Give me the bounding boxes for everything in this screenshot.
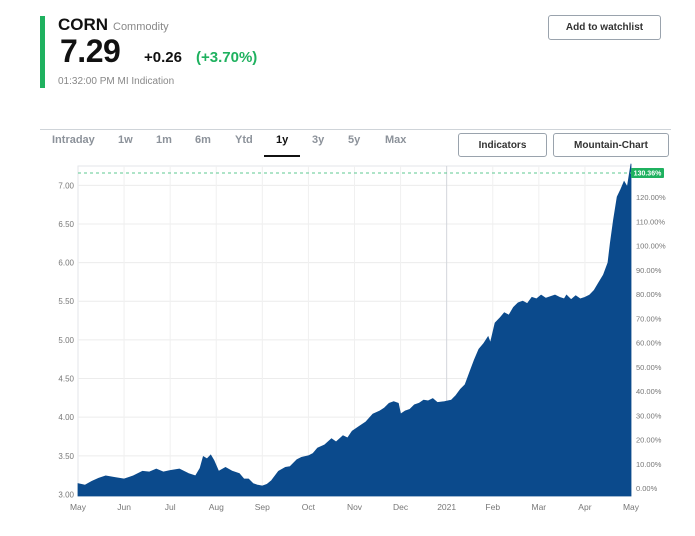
y-right-tick-label: 0.00% bbox=[636, 484, 658, 493]
tab-1y[interactable]: 1y bbox=[276, 134, 289, 146]
toolbar-divider bbox=[40, 129, 671, 130]
y-left-tick-label: 4.00 bbox=[58, 413, 74, 422]
tab-1m[interactable]: 1m bbox=[156, 134, 172, 146]
quote-timestamp: 01:32:00 PM MI Indication bbox=[58, 76, 175, 87]
last-price: 7.29 bbox=[60, 33, 121, 69]
x-tick-label: May bbox=[623, 502, 640, 512]
y-right-tick-label: 80.00% bbox=[636, 290, 662, 299]
x-tick-label: Nov bbox=[347, 502, 363, 512]
x-tick-label: Dec bbox=[393, 502, 409, 512]
active-tab-underline bbox=[264, 155, 300, 157]
x-tick-label: Jun bbox=[117, 502, 131, 512]
add-to-watchlist-button[interactable]: Add to watchlist bbox=[548, 15, 661, 40]
tab-ytd[interactable]: Ytd bbox=[235, 134, 253, 146]
y-right-tick-label: 70.00% bbox=[636, 314, 662, 323]
y-right-tick-label: 20.00% bbox=[636, 436, 662, 445]
instrument-category: Commodity bbox=[113, 21, 169, 33]
y-right-tick-label: 100.00% bbox=[636, 242, 666, 251]
y-left-tick-label: 3.50 bbox=[58, 452, 74, 461]
x-tick-label: May bbox=[70, 502, 87, 512]
y-right-tick-label: 90.00% bbox=[636, 266, 662, 275]
y-right-tick-label: 30.00% bbox=[636, 411, 662, 420]
y-left-tick-label: 6.50 bbox=[58, 220, 74, 229]
price-change-percent: (+3.70%) bbox=[196, 49, 258, 66]
x-tick-label: Mar bbox=[532, 502, 547, 512]
y-left-tick-label: 7.00 bbox=[58, 181, 74, 190]
tab-5y[interactable]: 5y bbox=[348, 134, 361, 146]
tab-intraday[interactable]: Intraday bbox=[52, 134, 95, 146]
price-change: +0.26 bbox=[144, 49, 182, 66]
y-left-tick-label: 6.00 bbox=[58, 259, 74, 268]
current-value-label: 130.36% bbox=[634, 171, 662, 178]
x-tick-label: Oct bbox=[302, 502, 316, 512]
tab-max[interactable]: Max bbox=[385, 134, 407, 146]
y-right-tick-label: 40.00% bbox=[636, 387, 662, 396]
y-right-tick-label: 60.00% bbox=[636, 339, 662, 348]
y-right-tick-label: 110.00% bbox=[636, 217, 665, 226]
indicators-button[interactable]: Indicators bbox=[458, 133, 547, 157]
x-tick-label: Aug bbox=[209, 502, 224, 512]
tab-6m[interactable]: 6m bbox=[195, 134, 211, 146]
x-tick-label: Sep bbox=[255, 502, 270, 512]
x-tick-label: Jul bbox=[165, 502, 176, 512]
ticker-symbol: CORN bbox=[58, 15, 109, 34]
price-area bbox=[77, 163, 632, 497]
x-tick-label: 2021 bbox=[437, 502, 456, 512]
tab-3y[interactable]: 3y bbox=[312, 134, 325, 146]
accent-bar bbox=[40, 16, 45, 88]
current-value-badge bbox=[631, 168, 664, 178]
x-tick-label: Feb bbox=[485, 502, 500, 512]
y-left-tick-label: 5.50 bbox=[58, 297, 74, 306]
chart-type-button[interactable]: Mountain-Chart bbox=[553, 133, 669, 157]
y-right-tick-label: 120.00% bbox=[636, 193, 666, 202]
x-tick-label: Apr bbox=[578, 502, 591, 512]
y-left-tick-label: 4.50 bbox=[58, 375, 74, 384]
y-right-tick-label: 50.00% bbox=[636, 363, 662, 372]
y-right-tick-label: 10.00% bbox=[636, 460, 662, 469]
tab-1w[interactable]: 1w bbox=[118, 134, 133, 146]
y-left-tick-label: 3.00 bbox=[58, 490, 74, 499]
y-left-tick-label: 5.00 bbox=[58, 336, 74, 345]
